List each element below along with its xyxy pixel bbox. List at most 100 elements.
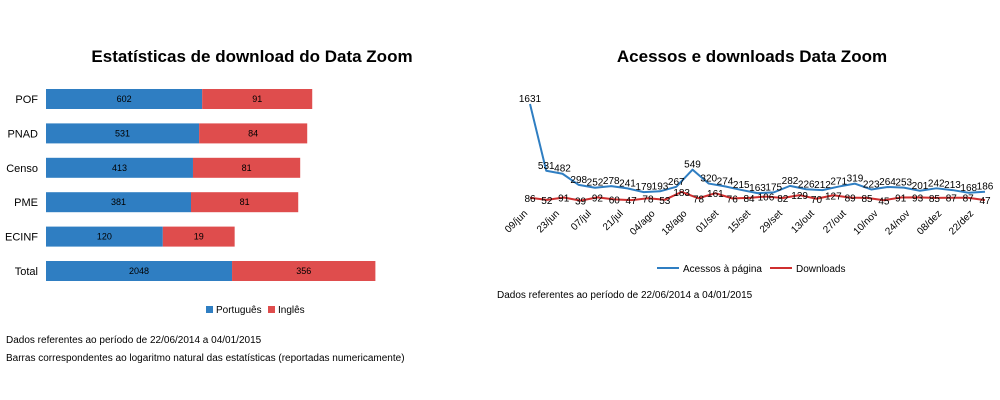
x-tick-label: 09/jun	[503, 208, 530, 235]
data-label-acessos: 482	[554, 164, 571, 175]
bar-chart-note-period: Dados referentes ao período de 22/06/201…	[6, 335, 262, 346]
data-label-acessos: 278	[603, 176, 620, 187]
data-label-downloads: 52	[541, 196, 553, 207]
data-label-acessos: 201	[912, 181, 929, 192]
data-label-acessos: 193	[652, 181, 669, 192]
data-label-downloads: 70	[811, 195, 823, 206]
data-label-acessos: 282	[782, 176, 799, 187]
data-label-acessos: 241	[619, 178, 636, 189]
data-label-acessos: 1631	[519, 94, 542, 105]
data-label-downloads: 78	[693, 194, 705, 205]
data-label-acessos: 549	[684, 160, 701, 171]
bar-value-portugues: 2048	[129, 266, 149, 276]
data-label-downloads: 78	[642, 194, 654, 205]
line-chart-legend: Acessos à página Downloads	[657, 264, 845, 275]
bar-value-portugues: 531	[115, 128, 130, 138]
category-label: PME	[14, 197, 38, 209]
data-label-acessos: 274	[717, 176, 734, 187]
data-label-downloads: 161	[707, 189, 724, 200]
data-label-downloads: 76	[727, 194, 739, 205]
data-label-acessos: 213	[944, 180, 961, 191]
data-label-acessos: 320	[700, 174, 717, 185]
legend-label: Downloads	[796, 264, 845, 275]
data-label-acessos: 212	[814, 180, 831, 191]
data-label-downloads: 183	[673, 188, 690, 199]
bar-ingles	[232, 261, 376, 281]
data-label-acessos: 226	[798, 179, 815, 190]
legend-label: Inglês	[278, 305, 305, 316]
data-label-downloads: 53	[659, 196, 671, 207]
data-label-acessos: 271	[830, 177, 847, 188]
x-tick-label: 07/jul	[569, 208, 594, 233]
legend-swatch	[206, 306, 213, 313]
data-label-downloads: 47	[626, 196, 638, 207]
x-tick-label: 27/out	[821, 208, 849, 236]
bar-value-portugues: 602	[117, 94, 132, 104]
bar-value-ingles: 84	[248, 128, 258, 138]
category-label: PNAD	[7, 128, 38, 140]
x-tick-label: 04/ago	[628, 208, 658, 238]
category-label: ECINF	[5, 232, 38, 244]
data-label-acessos: 298	[570, 175, 587, 186]
data-label-downloads: 92	[592, 193, 604, 204]
data-label-downloads: 82	[777, 194, 789, 205]
data-label-acessos: 264	[879, 177, 896, 188]
x-tick-label: 24/nov	[883, 208, 912, 237]
category-label: Censo	[6, 163, 38, 175]
data-label-downloads: 85	[861, 194, 873, 205]
bar-chart-title: Estatísticas de download do Data Zoom	[91, 47, 412, 66]
legend-label: Acessos à página	[683, 264, 762, 275]
bar-value-ingles: 19	[194, 232, 204, 242]
series-line-downloads	[529, 190, 986, 202]
data-label-downloads: 89	[845, 194, 857, 205]
bar-chart-note-scale: Barras correspondentes ao logaritmo natu…	[6, 353, 405, 364]
x-tick-label: 29/set	[758, 208, 785, 235]
data-label-acessos: 179	[635, 182, 652, 193]
data-label-downloads: 86	[524, 194, 536, 205]
x-tick-label: 18/ago	[660, 208, 690, 238]
category-label: Total	[15, 266, 38, 278]
x-tick-label: 01/set	[694, 208, 721, 235]
data-label-acessos: 223	[863, 179, 880, 190]
data-label-acessos: 253	[895, 178, 912, 189]
bar-chart: Estatísticas de download do Data Zoom PO…	[5, 47, 413, 316]
data-label-downloads: 91	[895, 193, 907, 204]
x-tick-label: 10/nov	[852, 208, 881, 237]
data-label-acessos: 252	[587, 178, 604, 189]
bar-portugues	[46, 123, 200, 144]
data-label-downloads: 87	[946, 194, 958, 205]
data-label-acessos: 531	[538, 161, 555, 172]
bar-value-ingles: 356	[296, 266, 311, 276]
data-label-acessos: 175	[765, 182, 782, 193]
data-label-downloads: 127	[825, 191, 842, 202]
bar-portugues	[46, 89, 203, 109]
series-line-acessos	[529, 103, 986, 195]
x-tick-label: 21/jul	[601, 208, 626, 233]
data-label-downloads: 84	[744, 194, 756, 205]
data-label-acessos: 215	[733, 180, 750, 191]
data-label-downloads: 93	[912, 193, 924, 204]
line-chart: Acessos e downloads Data Zoom 1631 531 482…	[503, 47, 994, 275]
bar-ingles	[192, 157, 301, 178]
data-label-acessos: 168	[960, 183, 977, 194]
bar-portugues	[46, 192, 192, 213]
x-tick-label: 23/jun	[535, 208, 562, 235]
data-label-downloads: 47	[979, 196, 991, 207]
x-tick-label: 15/set	[726, 208, 753, 235]
bar-ingles	[162, 226, 235, 247]
bar-ingles	[199, 123, 308, 144]
data-label-downloads: 87	[963, 194, 975, 205]
bar-portugues	[46, 226, 163, 247]
bar-value-ingles: 91	[252, 94, 262, 104]
bar-value-portugues: 381	[111, 197, 126, 207]
data-label-downloads: 39	[575, 197, 587, 208]
bar-value-ingles: 81	[242, 163, 252, 173]
data-label-downloads: 60	[609, 195, 621, 206]
bar-value-ingles: 81	[240, 197, 250, 207]
x-tick-label: 13/out	[789, 208, 817, 236]
bar-value-portugues: 413	[112, 163, 127, 173]
x-tick-label: 08/dez	[915, 208, 944, 237]
data-label-acessos: 242	[928, 178, 945, 189]
data-label-downloads: 85	[929, 194, 941, 205]
bar-portugues	[46, 157, 193, 178]
